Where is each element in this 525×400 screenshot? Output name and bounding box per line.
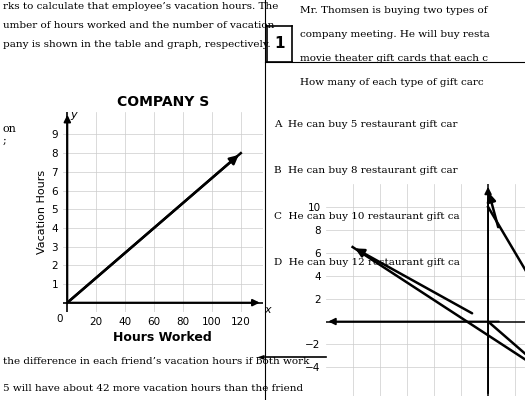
Text: 1: 1 <box>274 36 285 52</box>
Text: A  He can buy 5 restaurant gift car: A He can buy 5 restaurant gift car <box>274 120 458 129</box>
Text: Mr. Thomsen is buying two types of: Mr. Thomsen is buying two types of <box>300 6 488 15</box>
Text: pany is shown in the table and graph, respectively.: pany is shown in the table and graph, re… <box>3 40 270 49</box>
Text: on
;: on ; <box>3 124 16 146</box>
Text: movie theater gift cards that each c: movie theater gift cards that each c <box>300 54 488 63</box>
Text: ◄: ◄ <box>257 351 264 361</box>
Text: company meeting. He will buy resta: company meeting. He will buy resta <box>300 30 490 39</box>
Text: C  He can buy 10 restaurant gift ca: C He can buy 10 restaurant gift ca <box>274 212 460 221</box>
Text: 0: 0 <box>57 314 64 324</box>
Text: D  He can buy 12 restaurant gift ca: D He can buy 12 restaurant gift ca <box>274 258 460 267</box>
Title: COMPANY S: COMPANY S <box>117 96 209 110</box>
Text: B  He can buy 8 restaurant gift car: B He can buy 8 restaurant gift car <box>274 166 458 175</box>
Text: x: x <box>264 305 270 315</box>
Text: y: y <box>70 110 77 120</box>
Y-axis label: Vacation Hours: Vacation Hours <box>37 170 47 254</box>
X-axis label: Hours Worked: Hours Worked <box>113 331 212 344</box>
Text: the difference in each friend’s vacation hours if both work: the difference in each friend’s vacation… <box>3 357 309 366</box>
Text: umber of hours worked and the number of vacation: umber of hours worked and the number of … <box>3 21 274 30</box>
Text: How many of each type of gift carc: How many of each type of gift carc <box>300 78 484 87</box>
Text: 5 will have about 42 more vacation hours than the friend: 5 will have about 42 more vacation hours… <box>3 384 303 393</box>
Text: rks to calculate that employee’s vacation hours. The: rks to calculate that employee’s vacatio… <box>3 2 278 11</box>
